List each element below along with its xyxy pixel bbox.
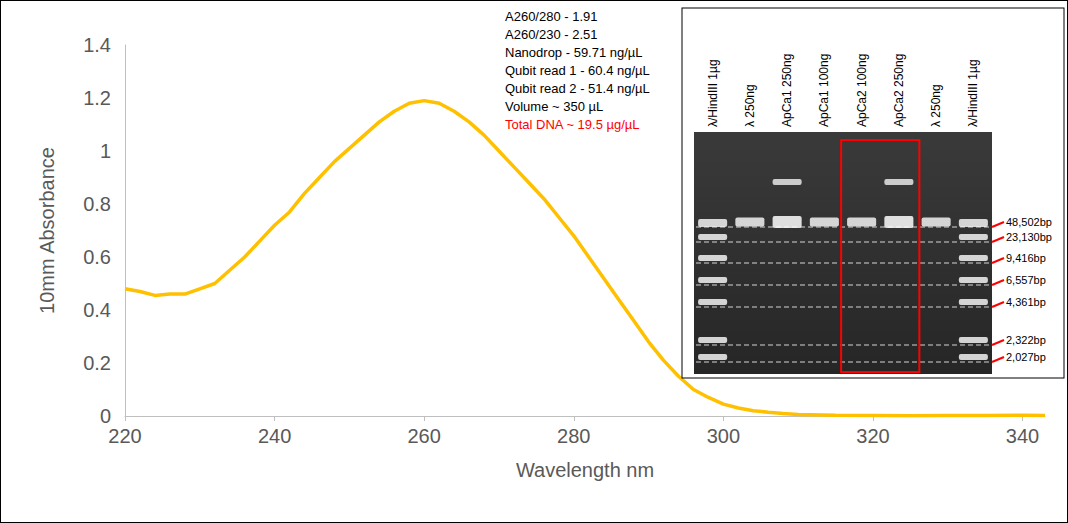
svg-text:λ 250ng: λ 250ng — [929, 84, 943, 127]
svg-text:ApCa1 100ng: ApCa1 100ng — [817, 54, 831, 127]
svg-text:4,361bp: 4,361bp — [1006, 296, 1046, 308]
svg-text:320: 320 — [856, 425, 889, 447]
svg-text:340: 340 — [1006, 425, 1039, 447]
svg-text:0: 0 — [100, 405, 111, 427]
svg-text:48,502bp: 48,502bp — [1006, 216, 1052, 228]
html-text:Total DNA ~ 19.5 µg/µL: Total DNA ~ 19.5 µg/µL — [505, 117, 640, 132]
html-text:A260/230 - 2.51: A260/230 - 2.51 — [505, 27, 598, 42]
svg-text:23,130bp: 23,130bp — [1006, 231, 1052, 243]
svg-text:Wavelength nm: Wavelength nm — [516, 459, 654, 481]
html-text:A260/280 - 1.91: A260/280 - 1.91 — [505, 9, 598, 24]
svg-text:9,416bp: 9,416bp — [1006, 252, 1046, 264]
html-text:Qubit read 2 - 51.4 ng/µL: Qubit read 2 - 51.4 ng/µL — [505, 81, 650, 96]
svg-text:0.6: 0.6 — [83, 246, 111, 268]
svg-text:6,557bp: 6,557bp — [1006, 274, 1046, 286]
svg-text:λ/HindIII 1µg: λ/HindIII 1µg — [966, 59, 980, 127]
svg-text:ApCa2 250ng: ApCa2 250ng — [892, 54, 906, 127]
svg-text:220: 220 — [108, 425, 141, 447]
svg-text:ApCa1 250ng: ApCa1 250ng — [780, 54, 794, 127]
svg-text:2,322bp: 2,322bp — [1006, 334, 1046, 346]
svg-text:260: 260 — [407, 425, 440, 447]
svg-text:0.4: 0.4 — [83, 299, 111, 321]
svg-text:0.2: 0.2 — [83, 352, 111, 374]
svg-text:0.8: 0.8 — [83, 193, 111, 215]
html-text:Volume ~ 350 µL: Volume ~ 350 µL — [505, 99, 604, 114]
svg-text:λ/HindIII 1µg: λ/HindIII 1µg — [706, 59, 720, 127]
html-text:Nanodrop - 59.71 ng/µL: Nanodrop - 59.71 ng/µL — [505, 45, 643, 60]
svg-text:1: 1 — [100, 140, 111, 162]
html-text:Qubit read 1 - 60.4 ng/µL: Qubit read 1 - 60.4 ng/µL — [505, 63, 650, 78]
svg-text:240: 240 — [258, 425, 291, 447]
svg-text:300: 300 — [707, 425, 740, 447]
svg-text:1.4: 1.4 — [83, 34, 111, 56]
svg-text:1.2: 1.2 — [83, 87, 111, 109]
svg-text:10mm Absorbance: 10mm Absorbance — [36, 147, 58, 314]
svg-text:ApCa2 100ng: ApCa2 100ng — [855, 54, 869, 127]
svg-text:2,027bp: 2,027bp — [1006, 351, 1046, 363]
svg-text:280: 280 — [557, 425, 590, 447]
svg-text:λ 250ng: λ 250ng — [743, 84, 757, 127]
